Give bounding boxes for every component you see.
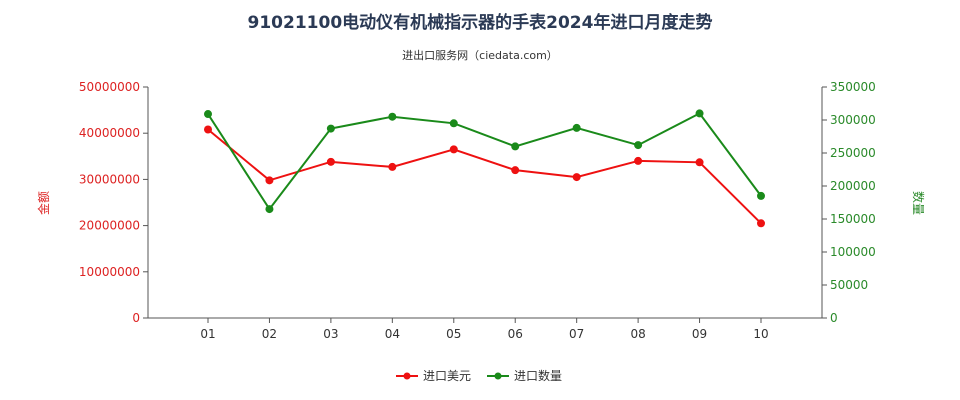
x-tick-label: 08 [630,327,645,341]
y-right-tick-label: 200000 [830,179,876,193]
series-2-point [388,112,397,121]
y-right-tick-label: 0 [830,311,838,325]
series-1-point [695,158,704,167]
y-right-tick-label: 350000 [830,80,876,94]
legend-marker-1 [403,372,411,380]
series-line-2 [207,112,762,211]
legend-label-2: 进口数量 [514,368,562,383]
chart-title: 91021100电动仪有机械指示器的手表2024年进口月度走势 [247,13,713,33]
x-tick-label: 07 [569,327,584,341]
y-right-tick-label: 50000 [830,278,868,292]
legend-label-1: 进口美元 [423,369,471,383]
series-1-point [204,125,212,134]
x-tick-label: 10 [753,327,768,341]
series-1-point [572,173,581,182]
series-2-point [572,123,581,132]
series-1-point [449,145,458,154]
y-right-tick-label: 250000 [830,146,876,160]
y-left-axis-title: 金额 [36,191,51,215]
y-left-tick-label: 30000000 [79,172,140,186]
y-left-tick-label: 40000000 [79,126,140,140]
series-2-point [449,119,458,128]
series-1-point [757,219,765,228]
series-2-point [695,109,704,118]
series-1-point [634,156,643,165]
series-line-1 [207,128,762,224]
y-right-axis-title: 数量 [911,191,926,215]
y-left-tick-label: 10000000 [79,265,140,279]
legend-marker-2 [494,372,502,380]
y-right-tick-label: 150000 [830,212,876,226]
y-left-tick-label: 20000000 [79,219,140,233]
series-1-point [265,176,274,185]
x-tick-label: 05 [446,327,461,341]
x-tick-label: 04 [385,327,400,341]
y-left-tick-label: 0 [132,311,140,325]
series-1-point [388,162,397,171]
y-right-tick-label: 300000 [830,113,876,127]
series-1-point [326,157,335,166]
chart-subtitle: 进出口服务网（ciedata.com） [402,49,558,62]
x-tick-label: 01 [200,327,215,341]
x-tick-label: 02 [262,327,277,341]
series-2-point [204,110,212,119]
y-right-tick-label: 100000 [830,245,876,259]
series-1-point [511,166,520,175]
series-2-point [757,191,765,200]
y-left-tick-label: 50000000 [79,80,140,94]
x-tick-label: 09 [692,327,707,341]
x-tick-label: 03 [323,327,338,341]
x-tick-label: 06 [508,327,523,341]
series-2-point [634,141,643,150]
series-2-point [511,142,520,151]
series-2-point [265,205,274,214]
series-2-point [326,124,335,133]
